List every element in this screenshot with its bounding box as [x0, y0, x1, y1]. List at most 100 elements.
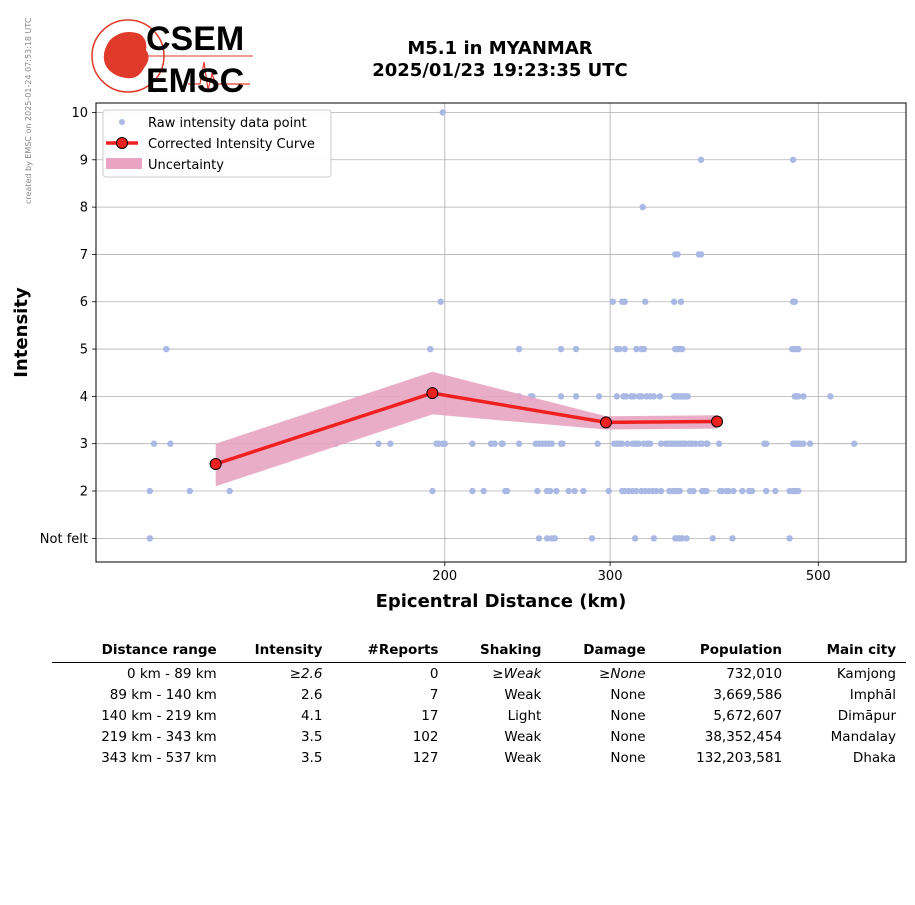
raw-data-point	[621, 345, 628, 353]
y-tick-label: Not felt	[40, 532, 88, 547]
raw-data-point	[503, 487, 511, 495]
raw-data-point	[772, 487, 779, 495]
raw-data-point	[789, 156, 797, 163]
raw-data-point	[683, 535, 690, 542]
raw-data-point	[535, 535, 543, 542]
table-row: 0 km - 89 km ≥2.6 0 ≥Weak ≥None 732,010 …	[52, 663, 906, 685]
raw-data-point	[800, 393, 807, 400]
raw-data-point	[670, 298, 678, 305]
y-tick-label: 4	[80, 390, 88, 405]
title-event: M5.1 in MYANMAR	[407, 38, 593, 59]
raw-data-point	[729, 535, 736, 542]
curve-point	[711, 415, 724, 428]
raw-data-point	[571, 487, 578, 495]
cell-intensity: 4.1	[300, 708, 323, 724]
curve-point	[599, 416, 612, 429]
raw-data-point	[469, 440, 476, 447]
raw-data-point	[657, 487, 665, 495]
emsc-logo: CSEM EMSC	[91, 19, 253, 98]
cell-shaking: Weak	[504, 687, 542, 703]
raw-data-point	[709, 535, 717, 542]
cell-population: 5,672,607	[713, 708, 783, 724]
raw-data-point	[150, 440, 158, 447]
cell-shaking: ≥Weak	[492, 666, 542, 682]
raw-data-point	[548, 440, 555, 447]
curve-point	[426, 387, 439, 400]
cell-distance: 0 km - 89 km	[126, 666, 217, 682]
raw-data-point	[748, 487, 756, 495]
raw-data-point	[595, 393, 603, 400]
raw-data-point	[543, 535, 551, 542]
y-tick-label: 8	[80, 201, 88, 216]
legend-curve-marker	[116, 137, 128, 149]
table-row: 140 km - 219 km 4.1 17 Light None 5,672,…	[52, 705, 906, 726]
raw-data-point	[674, 251, 681, 258]
cell-reports: 0	[429, 666, 439, 682]
raw-data-point	[609, 298, 616, 305]
raw-data-point	[553, 487, 560, 495]
cell-intensity: ≥2.6	[289, 666, 323, 682]
raw-data-point	[557, 345, 565, 353]
table-header-row: Distance range Intensity #Reports Shakin…	[52, 640, 906, 663]
raw-data-point	[690, 487, 697, 495]
col-reports: #Reports	[332, 640, 449, 663]
y-tick-label: 2	[80, 485, 88, 500]
raw-data-point	[657, 440, 665, 447]
raw-data-point	[588, 535, 596, 542]
cell-reports: 7	[429, 687, 439, 703]
raw-data-point	[704, 440, 711, 447]
raw-data-point	[594, 440, 601, 447]
cell-main-city: Dimāpur	[837, 708, 896, 724]
y-tick-label: 5	[80, 343, 88, 358]
raw-data-point	[827, 393, 834, 400]
raw-data-point	[375, 440, 382, 447]
table-row: 89 km - 140 km 2.6 7 Weak None 3,669,586…	[52, 684, 906, 705]
raw-data-point	[638, 393, 645, 400]
raw-data-point	[697, 251, 705, 258]
legend: Raw intensity data point Corrected Intens…	[102, 109, 332, 178]
cell-population: 38,352,454	[704, 729, 783, 745]
cell-distance: 89 km - 140 km	[109, 687, 217, 703]
raw-data-point	[613, 393, 621, 400]
raw-data-point	[565, 487, 572, 495]
cell-damage: None	[610, 687, 646, 703]
raw-data-point	[546, 487, 554, 495]
raw-data-point	[515, 345, 523, 353]
x-axis-label: Epicentral Distance (km)	[376, 591, 627, 612]
raw-data-point	[656, 393, 664, 400]
raw-data-point	[491, 440, 498, 447]
raw-data-point	[697, 156, 705, 163]
raw-data-point	[499, 440, 506, 447]
raw-data-point	[642, 298, 649, 305]
cell-distance: 343 km - 537 km	[101, 750, 217, 766]
table-row: 219 km - 343 km 3.5 102 Weak None 38,352…	[52, 726, 906, 747]
raw-data-point	[650, 535, 658, 542]
raw-data-point	[551, 535, 559, 542]
logo-globe-land	[103, 32, 149, 79]
cell-main-city: Mandalay	[830, 729, 896, 745]
cell-reports: 17	[421, 708, 439, 724]
raw-data-point	[146, 487, 154, 495]
raw-data-point	[427, 345, 434, 353]
raw-data-point	[437, 298, 444, 305]
curve-point	[209, 458, 222, 471]
cell-reports: 127	[412, 750, 439, 766]
y-axis-label: Intensity	[11, 287, 32, 378]
raw-data-point	[469, 487, 476, 495]
raw-data-point	[572, 345, 580, 353]
raw-data-point	[795, 487, 802, 495]
y-tick-label: 6	[80, 295, 88, 310]
raw-data-point	[163, 345, 170, 353]
raw-data-point	[763, 487, 770, 495]
cell-population: 732,010	[726, 666, 783, 682]
cell-damage: None	[610, 750, 646, 766]
raw-data-point	[763, 440, 770, 447]
raw-data-point	[439, 109, 446, 116]
raw-data-point	[622, 393, 630, 400]
logo-seismograph	[188, 61, 250, 91]
cell-population: 3,669,586	[713, 687, 783, 703]
raw-data-point	[186, 487, 194, 495]
raw-data-point	[791, 298, 799, 305]
raw-data-point	[429, 487, 436, 495]
col-main-city: Main city	[792, 640, 906, 663]
